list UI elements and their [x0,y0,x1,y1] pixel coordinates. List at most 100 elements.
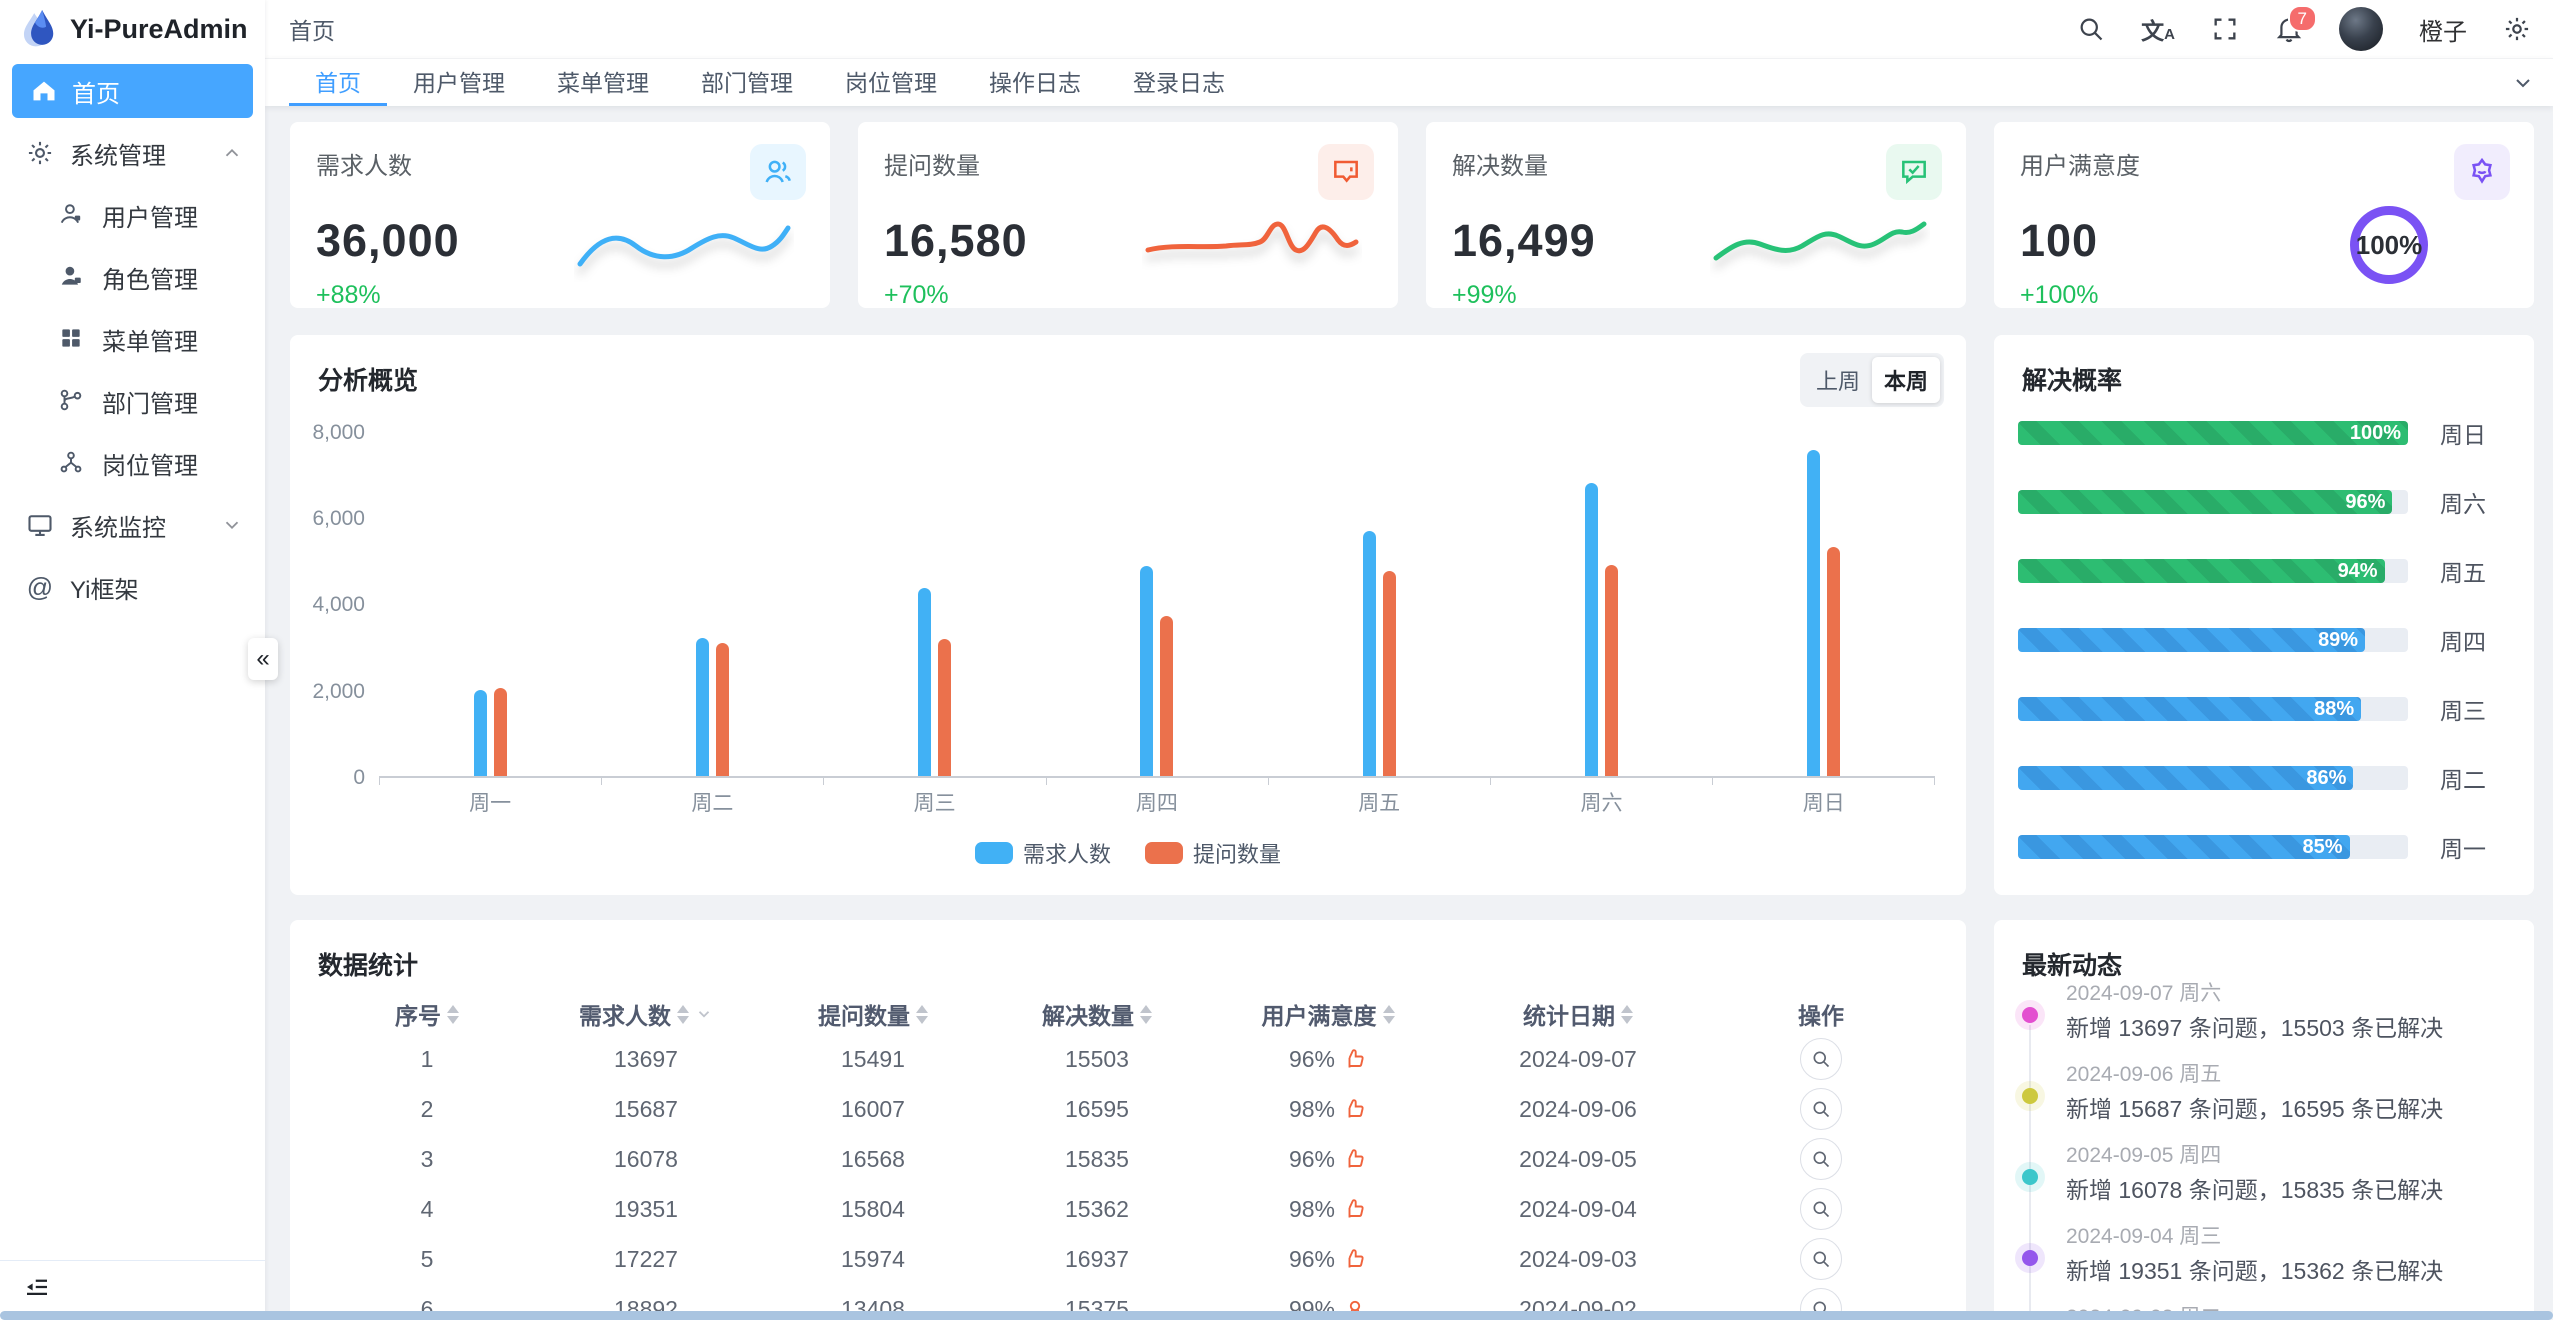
settings-gear-icon[interactable] [2503,15,2531,43]
progress-track: 85% [2018,835,2408,859]
magnifier-icon [1813,1101,1830,1118]
view-row-button[interactable] [1800,1038,1842,1080]
axis-tick [1712,778,1713,785]
sidebar-item-user-manage[interactable]: 用户管理 [0,184,265,246]
chart-legend: 需求人数 提问数量 [290,837,1966,869]
thumb-up-icon [1343,1047,1367,1071]
axis-tick [601,778,602,785]
y-tick-label: 0 [353,766,365,789]
bar-group[interactable] [824,433,1046,776]
avatar[interactable] [2339,7,2383,51]
sidebar-item-menu-manage[interactable]: 菜单管理 [0,308,265,370]
axis-tick [1046,778,1047,785]
stat-card-questions[interactable]: 提问数量 16,580 +70% [858,122,1398,309]
horizontal-scrollbar[interactable] [0,1311,2553,1320]
bar-group[interactable] [1268,433,1490,776]
sidebar-item-home[interactable]: 首页 [12,64,253,118]
sidebar-item-role-manage[interactable]: 角色管理 [0,246,265,308]
monitor-icon [26,511,54,539]
tabbar: 首页 用户管理 菜单管理 部门管理 岗位管理 操作日志 登录日志 [265,58,2553,106]
fullscreen-icon[interactable] [2211,15,2239,43]
stat-card-title: 提问数量 [884,153,980,180]
bar-group[interactable] [379,433,601,776]
sidebar-item-system-monitor[interactable]: 系统监控 [0,494,265,556]
x-tick-label: 周四 [1135,792,1178,815]
progress-track: 94% [2018,559,2408,583]
progress-value: 89% [2318,629,2359,651]
table-row: 4 19351 15804 15362 98% 2024-09-04 [318,1184,1938,1234]
collapse-sidebar-icon[interactable] [22,1272,52,1302]
view-row-button[interactable] [1800,1188,1842,1230]
git-branch-icon [58,387,86,415]
column-header-solve[interactable]: 解决数量 [990,997,1204,1031]
progress-fill: 88% [2018,697,2362,721]
progress-value: 86% [2306,767,2347,789]
tab-post-manage[interactable]: 岗位管理 [845,70,937,96]
view-row-button[interactable] [1800,1238,1842,1280]
timeline-dot [2022,1007,2038,1023]
column-header-date[interactable]: 统计日期 [1452,997,1704,1031]
bar-group[interactable] [1046,433,1268,776]
stat-card-value: 16,580 [884,215,1028,266]
bar-group[interactable] [601,433,823,776]
translate-icon[interactable]: 文A [2141,18,2175,44]
tab-user-manage[interactable]: 用户管理 [413,70,505,96]
brand[interactable]: Yi-PureAdmin [0,0,265,58]
solve-row: 96% 周六 [2018,490,2514,517]
tab-actions-dropdown[interactable] [2493,59,2553,106]
axis-tick [379,778,380,785]
column-header-question[interactable]: 提问数量 [756,997,990,1031]
legend-label: 需求人数 [1022,842,1111,867]
progress-label: 周三 [2440,698,2486,724]
search-icon[interactable] [2077,15,2105,43]
tab-menu-manage[interactable]: 菜单管理 [557,70,649,96]
magnifier-icon [1813,1201,1830,1218]
legend-item-demand[interactable]: 需求人数 [974,837,1111,869]
progress-label: 周二 [2440,767,2486,793]
view-row-button[interactable] [1800,1088,1842,1130]
breadcrumb[interactable]: 首页 [289,18,335,44]
bar-group[interactable] [1713,433,1935,776]
thumb-up-icon [1343,1197,1367,1221]
notifications-button[interactable]: 7 [2275,5,2317,43]
stat-card-title: 用户满意度 [2020,153,2140,180]
legend-item-question[interactable]: 提问数量 [1145,837,1281,869]
sidebar-item-dept-manage[interactable]: 部门管理 [0,370,265,432]
tab-dept-manage[interactable]: 部门管理 [701,70,793,96]
timeline-item: 2024-09-04 周三 新增 19351 条问题，15362 条已解决 [2022,1224,2514,1305]
column-header-demand[interactable]: 需求人数 [536,997,756,1031]
sidebar-item-label: Yi框架 [70,576,139,604]
this-week-button[interactable]: 本周 [1871,357,1940,403]
solve-row: 100% 周日 [2018,421,2514,448]
stat-card-title: 解决数量 [1452,153,1548,180]
x-tick-label: 周一 [469,792,512,815]
timeline-dot [2022,1088,2038,1104]
sidebar-item-label: 部门管理 [102,390,198,418]
sidebar-item-system-manage[interactable]: 系统管理 [0,122,265,184]
sidebar-collapse-handle[interactable]: « [248,638,278,680]
app-title: Yi-PureAdmin [70,13,248,44]
x-tick-label: 周日 [1802,792,1845,815]
tab-home[interactable]: 首页 [289,59,387,106]
username[interactable]: 橙子 [2419,18,2467,46]
at-icon: @ [26,572,54,602]
column-header-satisfaction[interactable]: 用户满意度 [1204,997,1452,1031]
sidebar-item-yi-framework[interactable]: @ Yi框架 [0,556,265,618]
view-row-button[interactable] [1800,1138,1842,1180]
question-bar [1827,547,1841,776]
solve-row: 94% 周五 [2018,559,2514,586]
stat-card-demand[interactable]: 需求人数 36,000 +88% [290,122,830,309]
tab-login-log[interactable]: 登录日志 [1133,70,1225,96]
tab-operation-log[interactable]: 操作日志 [989,70,1081,96]
stat-card-solved[interactable]: 解决数量 16,499 +99% [1426,122,1966,309]
notification-badge: 7 [2287,5,2317,32]
progress-label: 周四 [2440,629,2486,655]
sidebar-item-post-manage[interactable]: 岗位管理 [0,432,265,494]
panel-title: 最新动态 [2022,952,2123,980]
column-header-no[interactable]: 序号 [318,997,536,1031]
last-week-button[interactable]: 上周 [1815,369,1860,394]
progress-track: 86% [2018,766,2408,790]
stat-card-satisfaction[interactable]: 用户满意度 100 +100% 100% [1994,122,2534,309]
bar-group[interactable] [1490,433,1712,776]
question-bar [938,638,952,776]
